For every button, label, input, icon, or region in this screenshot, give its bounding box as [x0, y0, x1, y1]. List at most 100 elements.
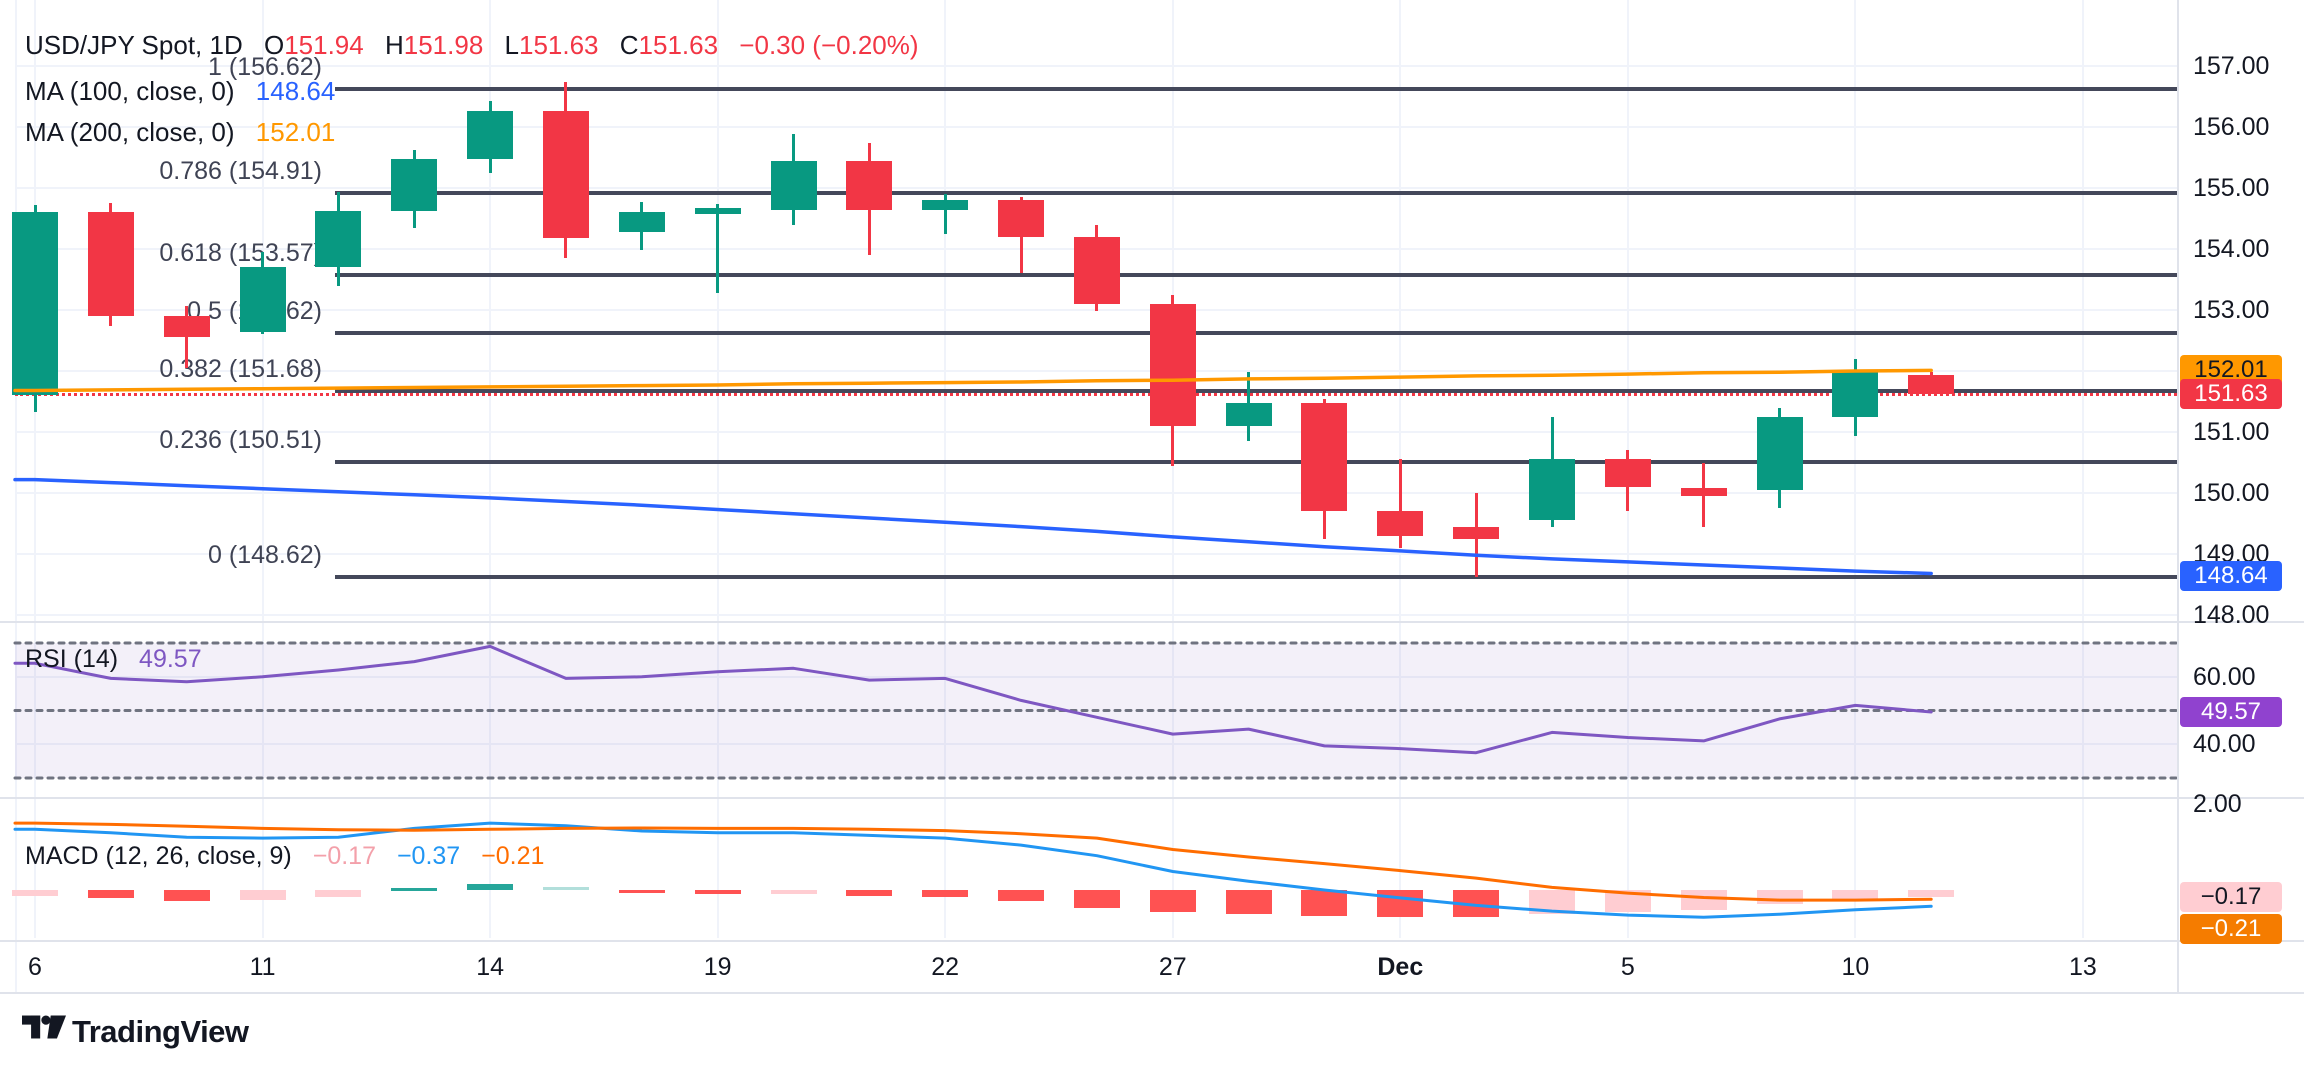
- high-label: H: [384, 30, 404, 60]
- macd-histogram-bar: [1680, 890, 1727, 910]
- grid-line-v: [261, 0, 264, 938]
- macd-histogram-bar: [1225, 890, 1272, 915]
- macd-histogram-bar: [1377, 890, 1424, 918]
- rsi-tick: 60.00: [2193, 662, 2256, 691]
- candle-body: [618, 212, 665, 232]
- grid-line-v: [2081, 0, 2084, 938]
- time-tick: 5: [1620, 953, 1635, 981]
- macd-histogram-bar: [846, 890, 893, 897]
- time-tick: 10: [1841, 953, 1870, 981]
- macd-tick: 2.00: [2193, 790, 2242, 818]
- grid-line-v: [489, 0, 492, 938]
- ma200-value: 152.01: [255, 117, 336, 147]
- candle-body: [391, 158, 438, 212]
- macd-histogram-bar: [770, 890, 817, 895]
- candle-body: [1832, 371, 1879, 417]
- price-tick: 154.00: [2193, 235, 2270, 263]
- macd-hist-value: −0.17: [312, 842, 376, 870]
- rsi-label: RSI (14): [25, 645, 119, 673]
- rsi-legend-row[interactable]: RSI (14) 49.57: [25, 645, 202, 674]
- time-tick: 19: [703, 953, 732, 981]
- time-tick: Dec: [1377, 953, 1424, 981]
- price-tick: 155.00: [2193, 174, 2270, 202]
- time-axis-border: [0, 940, 2304, 942]
- macd-histogram-bar: [922, 890, 969, 898]
- footer-border: [0, 992, 2304, 994]
- macd-hist-badge: −0.17: [2180, 882, 2282, 913]
- plot-left-border: [15, 0, 17, 992]
- time-tick: 22: [931, 953, 960, 981]
- macd-legend-row[interactable]: MACD (12, 26, close, 9) −0.17 −0.37 −0.2…: [25, 842, 544, 871]
- macd-histogram-bar: [1453, 890, 1500, 918]
- rsi-tick: 40.00: [2193, 730, 2256, 759]
- price-tick: 156.00: [2193, 113, 2270, 141]
- macd-histogram-bar: [694, 890, 741, 895]
- pane-separator-rsi-macd[interactable]: [0, 797, 2304, 799]
- macd-histogram-bar: [467, 883, 514, 890]
- candle-body: [770, 161, 817, 210]
- candle-body: [1680, 488, 1727, 497]
- macd-histogram-bar: [1604, 890, 1651, 912]
- price-axis-border: [2177, 0, 2179, 992]
- macd-histogram-bar: [618, 890, 665, 894]
- symbol-title: USD/JPY Spot, 1D: [25, 30, 243, 60]
- macd-signal-badge: −0.21: [2180, 914, 2282, 945]
- open-label: O: [263, 30, 285, 60]
- macd-histogram-bar: [1832, 890, 1879, 900]
- close-value: 151.63: [638, 30, 719, 60]
- macd-histogram-bar: [391, 888, 438, 892]
- grid-line-h: [15, 492, 2177, 494]
- ma100-legend-row[interactable]: MA (100, close, 0) 148.64: [25, 76, 335, 107]
- price-scale[interactable]: [2179, 0, 2304, 992]
- pane-separator-main-rsi[interactable]: [0, 621, 2304, 623]
- grid-line-v: [1854, 0, 1857, 938]
- fib-line: [335, 575, 2177, 580]
- time-tick: 14: [476, 953, 504, 981]
- grid-line-v: [716, 0, 719, 938]
- macd-histogram-bar: [998, 890, 1045, 902]
- candle-body: [922, 200, 969, 210]
- close-label: C: [619, 30, 639, 60]
- ma200-legend-row[interactable]: MA (200, close, 0) 152.01: [25, 117, 335, 148]
- ma100-label: MA (100, close, 0): [25, 76, 235, 106]
- grid-line-v: [1171, 0, 1174, 938]
- tradingview-logo-icon[interactable]: [22, 1012, 66, 1042]
- macd-histogram-bar: [239, 890, 286, 900]
- candle-body: [1225, 402, 1272, 426]
- candle-wick: [943, 194, 947, 234]
- fib-label: 0.618 (153.57): [159, 239, 322, 268]
- fib-label: 0.786 (154.91): [159, 157, 322, 186]
- macd-histogram-bar: [1149, 890, 1196, 912]
- fib-label: 0.382 (151.68): [159, 354, 322, 383]
- time-tick: 11: [249, 953, 276, 981]
- candle-wick: [716, 203, 720, 293]
- macd-histogram-bar: [542, 887, 589, 891]
- low-value: 151.63: [518, 30, 599, 60]
- brand-wordmark[interactable]: TradingView: [72, 1014, 249, 1049]
- candle-body: [1756, 416, 1803, 490]
- price-tick: 148.00: [2193, 601, 2270, 629]
- fib-line: [335, 191, 2177, 196]
- ma200-label: MA (200, close, 0): [25, 117, 235, 147]
- candle-body: [542, 111, 589, 238]
- candle-body: [163, 316, 210, 338]
- candle-body: [1301, 402, 1348, 512]
- macd-signal-value: −0.21: [481, 842, 545, 870]
- grid-line-v: [944, 0, 947, 938]
- fib-line: [335, 87, 2177, 92]
- grid-line-h: [15, 187, 2177, 189]
- time-tick: 6: [28, 953, 42, 981]
- candle-body: [1453, 526, 1500, 539]
- price-tick: 150.00: [2193, 479, 2270, 507]
- macd-histogram-bar: [1529, 890, 1575, 914]
- symbol-legend-row[interactable]: USD/JPY Spot, 1D O151.94 H151.98 L151.63…: [25, 30, 919, 61]
- macd-histogram-bar: [1756, 890, 1803, 905]
- time-tick: 13: [2069, 953, 2097, 981]
- price-badge: 151.63: [2180, 378, 2282, 409]
- rsi-badge: 49.57: [2180, 696, 2282, 727]
- fib-line: [335, 331, 2177, 336]
- candle-body: [87, 212, 134, 317]
- fib-line: [335, 459, 2177, 464]
- candle-body: [1073, 236, 1120, 304]
- macd-label: MACD (12, 26, close, 9): [25, 842, 292, 870]
